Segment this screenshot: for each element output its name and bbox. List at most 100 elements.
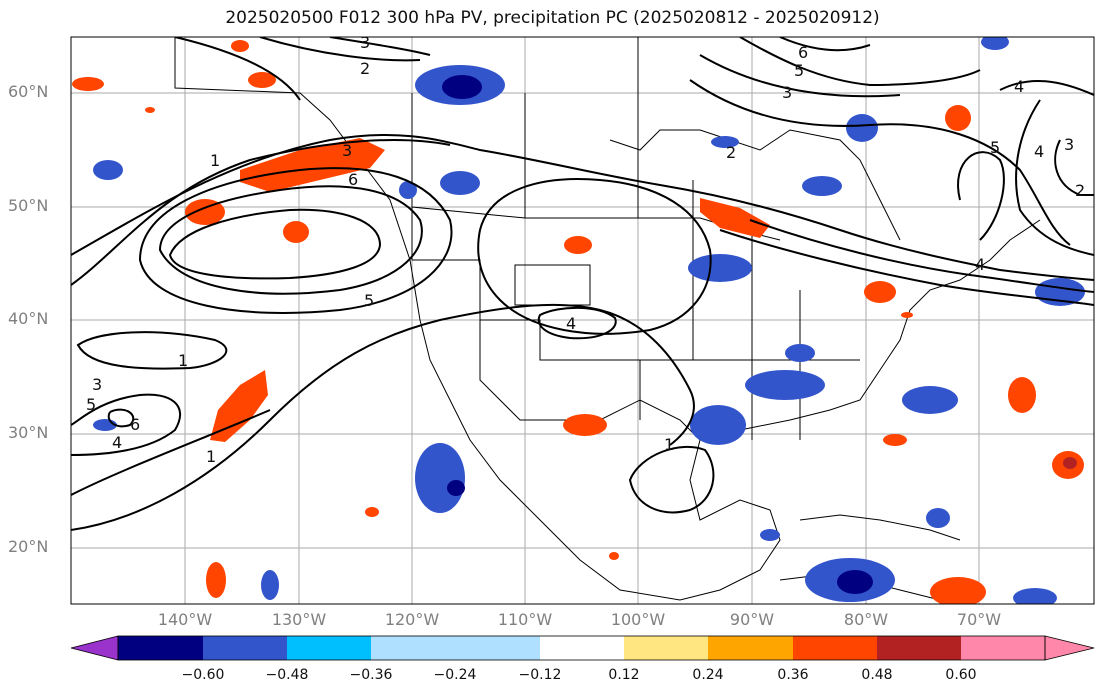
shade-neg-strong xyxy=(447,480,465,496)
contour-label: 1 xyxy=(210,151,220,170)
contour-label: 4 xyxy=(1034,142,1044,161)
colorbar-cell xyxy=(708,636,793,660)
shade-neg xyxy=(711,136,739,148)
shade-pos xyxy=(945,105,971,131)
contour-label: 2 xyxy=(360,59,370,78)
shade-pos xyxy=(231,40,249,52)
shade-pos xyxy=(210,370,268,442)
contour-label: 4 xyxy=(112,433,122,452)
contour-labels: 3 2 1 3 6 5 4 1 3 5 4 1 1 6 5 3 4 5 3 2 … xyxy=(86,33,1085,466)
shade-neg xyxy=(802,176,842,196)
map-title: 2025020500 F012 300 hPa PV, precipitatio… xyxy=(225,8,880,28)
shade-neg xyxy=(261,570,279,600)
shade-neg xyxy=(760,529,780,541)
colorbar-cell xyxy=(118,636,203,660)
shade-pos xyxy=(365,507,379,517)
colorbar-cell xyxy=(961,636,1045,660)
contour-label: 3 xyxy=(782,83,792,102)
shade-pos-strong xyxy=(1063,457,1077,469)
contour-label: 2 xyxy=(726,143,736,162)
shade-neg-strong xyxy=(442,75,482,99)
shade-neg xyxy=(846,114,878,142)
shade-neg xyxy=(440,171,480,195)
shade-pos xyxy=(700,198,770,238)
lon-label: 100°W xyxy=(610,610,666,629)
lon-label: 110°W xyxy=(497,610,553,629)
colorbar-tick-label: 0.12 xyxy=(608,667,640,683)
shade-neg xyxy=(1035,278,1085,306)
lon-label: 70°W xyxy=(956,610,1002,629)
shade-neg xyxy=(981,37,1009,50)
shade-pos xyxy=(72,77,104,91)
shade-neg xyxy=(688,254,752,282)
shade-pos xyxy=(240,138,385,192)
contour-label: 4 xyxy=(1014,77,1024,96)
shade-pos xyxy=(864,281,896,303)
colorbar-tick-label: −0.24 xyxy=(433,667,477,683)
contour-label: 6 xyxy=(348,170,358,189)
contour-label: 4 xyxy=(975,255,985,274)
lon-label: 140°W xyxy=(157,610,213,629)
colorbar-tick-label: 0.36 xyxy=(777,667,809,683)
lon-label: 90°W xyxy=(729,610,775,629)
pv-contours xyxy=(71,37,1094,531)
lon-label: 80°W xyxy=(843,610,889,629)
contour-label: 4 xyxy=(566,314,576,333)
colorbar-cell xyxy=(877,636,961,660)
shade-neg-strong xyxy=(837,570,873,594)
colorbar xyxy=(70,635,1095,661)
colorbar-cell xyxy=(624,636,708,660)
colorbar-cell xyxy=(287,636,371,660)
lat-label: 50°N xyxy=(8,196,49,215)
contour-label: 1 xyxy=(664,435,674,454)
colorbar-tick-label: 0.48 xyxy=(861,667,893,683)
colorbar-frame xyxy=(117,635,1046,661)
shade-pos xyxy=(248,72,276,88)
contour-label: 5 xyxy=(86,395,96,414)
contour-label: 5 xyxy=(990,138,1000,157)
shade-pos xyxy=(564,236,592,254)
contour-label: 3 xyxy=(342,141,352,160)
colorbar-tick-label: −0.12 xyxy=(518,667,562,683)
contour-label: 3 xyxy=(1064,135,1074,154)
lon-label: 120°W xyxy=(384,610,440,629)
contour-label: 3 xyxy=(360,33,370,52)
colorbar-cell xyxy=(203,636,287,660)
shade-neg xyxy=(415,443,465,513)
lat-label: 20°N xyxy=(8,537,49,556)
colorbar-cell xyxy=(455,636,540,660)
shade-neg xyxy=(690,405,746,445)
lat-label: 30°N xyxy=(8,423,49,442)
colorbar-tick-label: −0.48 xyxy=(265,667,309,683)
contour-label: 3 xyxy=(92,375,102,394)
colorbar-extend-min xyxy=(70,635,119,661)
shade-neg xyxy=(745,370,825,400)
lat-label: 60°N xyxy=(8,82,49,101)
contour-label: 1 xyxy=(206,447,216,466)
lat-label: 40°N xyxy=(8,309,49,328)
lon-label: 130°W xyxy=(271,610,327,629)
shade-neg xyxy=(926,508,950,528)
colorbar-cell xyxy=(793,636,877,660)
shade-pos xyxy=(185,199,225,225)
shade-pos xyxy=(283,221,309,243)
shade-neg xyxy=(93,160,123,180)
precip-shading xyxy=(72,37,1085,604)
contour-label: 6 xyxy=(130,415,140,434)
colorbar-tick-label: −0.60 xyxy=(181,667,225,683)
shade-pos xyxy=(930,577,986,604)
colorbar-extend-max xyxy=(1044,635,1095,661)
shade-neg xyxy=(902,386,958,414)
shade-neg xyxy=(785,344,815,362)
colorbar-cell xyxy=(540,636,624,660)
contour-label: 2 xyxy=(1075,181,1085,200)
colorbar-tick-label: 0.24 xyxy=(692,667,724,683)
colorbar-tick-label: −0.36 xyxy=(349,667,393,683)
contour-label: 5 xyxy=(364,291,374,310)
shade-pos xyxy=(145,107,155,113)
contour-label: 6 xyxy=(798,43,808,62)
shade-neg xyxy=(399,181,417,199)
contour-label: 5 xyxy=(794,61,804,80)
shade-pos xyxy=(206,562,226,598)
